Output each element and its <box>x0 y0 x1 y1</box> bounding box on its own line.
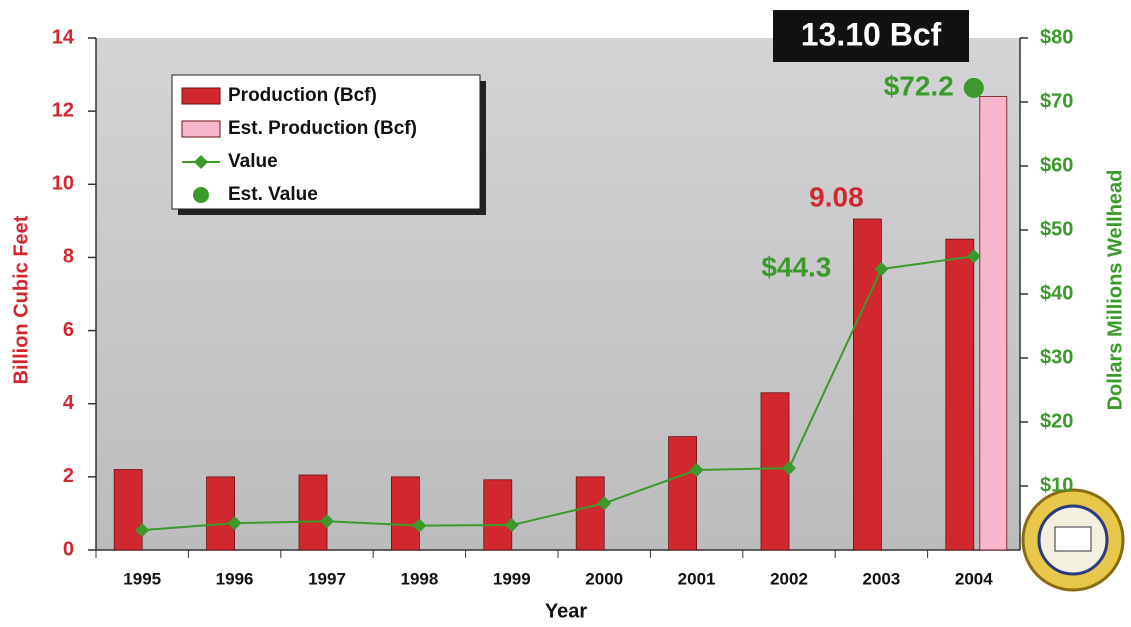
value-marker <box>966 249 981 264</box>
bar <box>390 476 420 551</box>
bar <box>483 479 513 551</box>
bar <box>760 392 790 551</box>
x-tick-label: 2000 <box>585 569 623 588</box>
data-label: 9.08 <box>809 181 864 212</box>
annotation: 13.10 Bcf <box>801 16 942 52</box>
value-marker <box>782 461 796 476</box>
y-axis-label: Billion Cubic Feet <box>10 215 32 384</box>
y2-tick-label: $20 <box>1040 410 1073 432</box>
x-tick-label: 2002 <box>770 569 808 588</box>
value-marker <box>227 516 242 531</box>
y-tick-label: 6 <box>63 319 74 341</box>
value-marker <box>689 463 704 477</box>
value-line <box>142 255 974 532</box>
legend-label: Est. Value <box>228 184 318 205</box>
y-tick-label: 0 <box>63 538 74 560</box>
bar <box>575 476 605 551</box>
bar <box>206 476 236 551</box>
legend-swatch <box>181 120 221 138</box>
legend-box <box>171 74 481 210</box>
x-tick-label: 1997 <box>308 569 346 588</box>
y-tick-label: 14 <box>52 26 75 48</box>
seal <box>1021 488 1125 592</box>
legend-swatch <box>194 155 208 169</box>
y2-tick-label: $10 <box>1040 474 1073 496</box>
x-tick-label: 1995 <box>123 569 161 588</box>
bar <box>668 436 697 551</box>
y-tick-label: 8 <box>63 246 74 268</box>
value-marker <box>320 514 334 529</box>
y2-tick-label: $50 <box>1040 218 1073 240</box>
x-tick-label: 1999 <box>493 569 531 588</box>
y-tick-label: 10 <box>52 173 74 195</box>
x-tick-label: 2004 <box>955 569 993 588</box>
annotation-box <box>773 10 969 62</box>
bar <box>298 474 328 551</box>
x-tick-label: 1996 <box>216 569 254 588</box>
y2-tick-label: $40 <box>1040 282 1073 304</box>
y2-tick-label: $30 <box>1040 346 1073 368</box>
bar <box>979 96 1008 551</box>
legend-swatch <box>181 87 221 105</box>
y2-tick-label: $70 <box>1040 90 1073 112</box>
value-marker <box>412 518 427 533</box>
value-marker <box>597 496 612 511</box>
legend: Production (Bcf) Est. Production (Bcf) Val… <box>171 74 486 215</box>
bar <box>853 218 882 551</box>
legend-swatch <box>193 187 209 203</box>
data-label: $44.3 <box>761 251 831 282</box>
y-tick-label: 4 <box>63 392 75 414</box>
x-tick-label: 1998 <box>400 569 438 588</box>
bar <box>945 238 975 551</box>
est-value-marker <box>963 77 984 98</box>
x-tick-label: 2001 <box>678 569 716 588</box>
legend-label: Est. Production (Bcf) <box>228 118 417 139</box>
bar <box>113 469 143 551</box>
y2-tick-label: $60 <box>1040 154 1073 176</box>
y-tick-label: 12 <box>52 99 74 121</box>
value-marker <box>135 523 150 538</box>
value-marker <box>504 518 519 533</box>
data-label: $72.2 <box>884 70 954 101</box>
y-tick-label: 2 <box>63 465 74 487</box>
y2-tick-label: $80 <box>1040 26 1073 48</box>
legend-label: Value <box>228 151 278 172</box>
x-axis-label: Year <box>545 600 587 622</box>
y2-axis-label: Dollars Millions Wellhead <box>1104 170 1126 411</box>
x-tick-label: 2003 <box>862 569 900 588</box>
legend-label: Production (Bcf) <box>228 85 377 106</box>
value-marker <box>874 262 889 277</box>
